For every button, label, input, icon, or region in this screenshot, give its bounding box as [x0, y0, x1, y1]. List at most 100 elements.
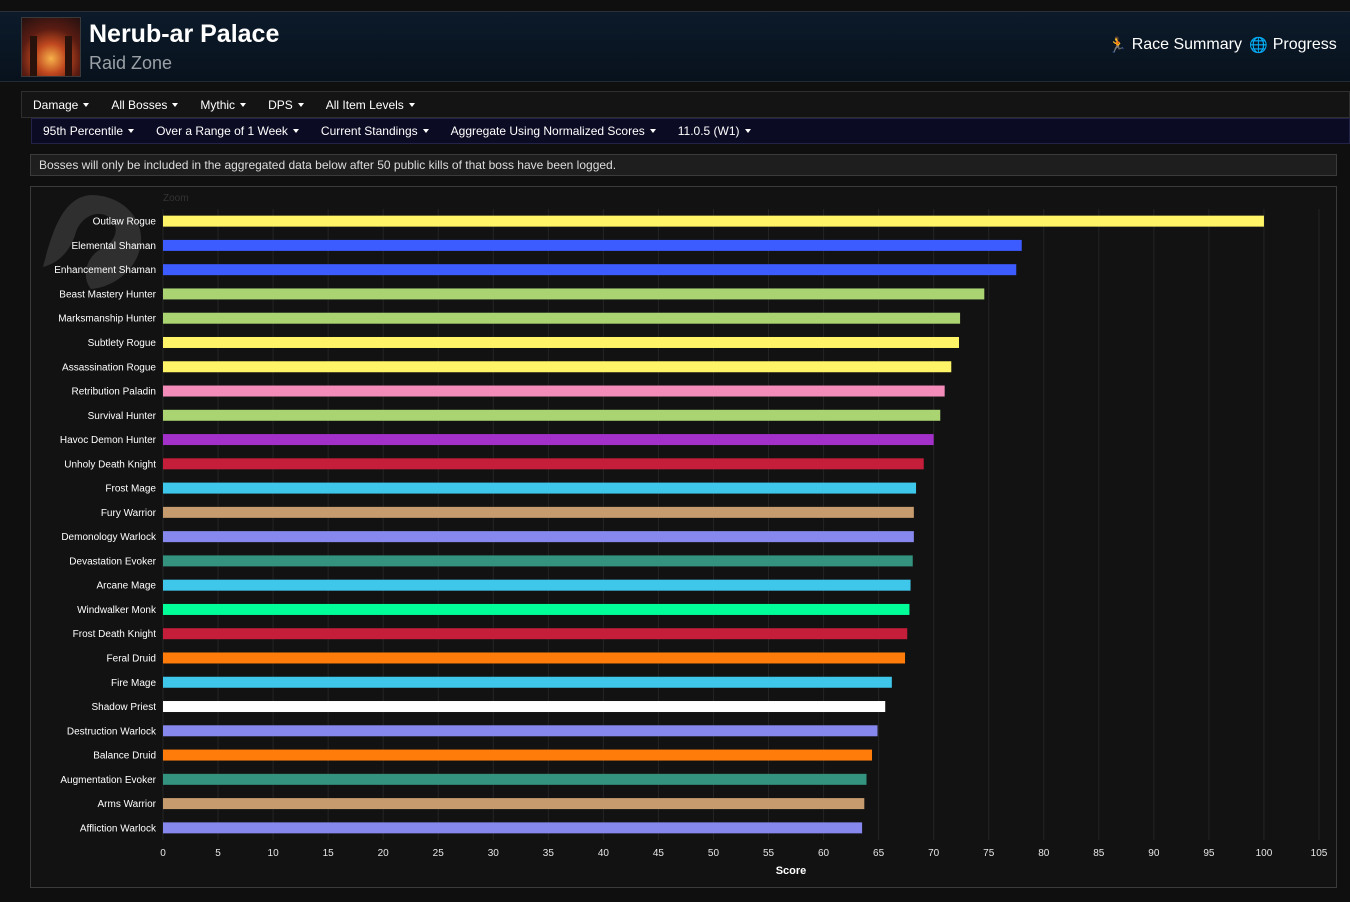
x-tick-label: 5	[215, 848, 221, 859]
bar	[163, 264, 1017, 276]
y-category-label: Unholy Death Knight	[64, 459, 156, 470]
y-category-label: Retribution Paladin	[72, 387, 157, 398]
bar	[163, 409, 941, 421]
x-tick-label: 100	[1256, 848, 1273, 859]
y-category-label: Subtlety Rogue	[88, 338, 157, 349]
y-category-label: Marksmanship Hunter	[58, 314, 156, 325]
secondary-filter-bar: 95th Percentile Over a Range of 1 Week C…	[31, 118, 1350, 144]
bar	[163, 749, 873, 761]
bar	[163, 822, 863, 834]
y-category-label: Windwalker Monk	[77, 605, 157, 616]
y-category-label: Survival Hunter	[88, 411, 157, 422]
x-axis-title: Score	[776, 865, 807, 877]
race-summary-link[interactable]: 🏃 Race Summary	[1108, 36, 1242, 54]
bar	[163, 458, 924, 470]
zoom-label[interactable]: Zoom	[163, 193, 189, 204]
bar	[163, 482, 917, 494]
y-category-label: Frost Mage	[105, 484, 156, 495]
x-tick-label: 60	[818, 848, 830, 859]
y-category-label: Affliction Warlock	[80, 823, 157, 834]
y-category-label: Fire Mage	[111, 678, 156, 689]
bar	[163, 385, 945, 397]
x-tick-label: 95	[1203, 848, 1215, 859]
item-level-dropdown[interactable]: All Item Levels	[326, 98, 415, 112]
y-category-label: Arcane Mage	[97, 581, 157, 592]
bar	[163, 579, 911, 591]
chart-panel: Zoom 0 5 10 15 20 25 30 35 40 45 50 55 60 65 70 75 80 85 9…	[30, 186, 1337, 888]
bar	[163, 798, 865, 810]
caret-down-icon	[422, 129, 429, 133]
metric-dropdown[interactable]: Damage	[33, 98, 90, 112]
x-tick-label: 10	[268, 848, 280, 859]
bar	[163, 336, 959, 348]
bar	[163, 555, 913, 567]
progress-label: Progress	[1272, 36, 1337, 53]
bar	[163, 603, 910, 615]
bar	[163, 652, 906, 664]
bar	[163, 628, 908, 640]
bar	[163, 215, 1264, 227]
boss-dropdown[interactable]: All Bosses	[111, 98, 179, 112]
score-bar-chart: Zoom 0 5 10 15 20 25 30 35 40 45 50 55 60 65 70 75 80 85 9…	[54, 193, 1328, 877]
zone-title: Nerub-ar Palace	[89, 20, 280, 48]
x-tick-label: 15	[323, 848, 335, 859]
x-tick-label: 45	[653, 848, 665, 859]
bar	[163, 701, 886, 713]
x-tick-label: 75	[983, 848, 995, 859]
caret-down-icon	[649, 129, 656, 133]
bar	[163, 531, 914, 543]
caret-down-icon	[408, 102, 415, 107]
y-category-label: Balance Druid	[93, 751, 156, 762]
caret-down-icon	[292, 129, 299, 133]
caret-down-icon	[240, 102, 247, 107]
caret-down-icon	[83, 102, 90, 107]
bar	[163, 288, 985, 300]
x-tick-label: 65	[873, 848, 885, 859]
bar	[163, 312, 961, 324]
y-category-label: Shadow Priest	[92, 702, 157, 713]
primary-filter-bar: Damage All Bosses Mythic DPS All Item Le…	[21, 91, 1350, 118]
bar	[163, 773, 867, 785]
y-category-label: Beast Mastery Hunter	[59, 289, 156, 300]
zone-icon	[21, 17, 81, 77]
role-dropdown[interactable]: DPS	[268, 98, 304, 112]
x-tick-label: 25	[433, 848, 445, 859]
standings-dropdown[interactable]: Current Standings	[321, 124, 429, 138]
zone-subtitle: Raid Zone	[89, 53, 173, 73]
x-tick-label: 35	[543, 848, 555, 859]
caret-down-icon	[297, 102, 304, 107]
y-category-label: Fury Warrior	[101, 508, 157, 519]
percentile-dropdown[interactable]: 95th Percentile	[43, 124, 135, 138]
bar	[163, 676, 892, 688]
bar	[163, 239, 1022, 251]
x-tick-label: 105	[1311, 848, 1328, 859]
top-divider	[0, 11, 1350, 12]
range-dropdown[interactable]: Over a Range of 1 Week	[156, 124, 299, 138]
progress-link[interactable]: 🌐 Progress	[1249, 36, 1337, 54]
y-category-label: Augmentation Evoker	[60, 775, 156, 786]
y-category-label: Elemental Shaman	[72, 241, 157, 252]
bar	[163, 725, 878, 737]
caret-down-icon	[744, 129, 751, 133]
bar	[163, 361, 952, 373]
x-tick-label: 70	[928, 848, 940, 859]
x-tick-label: 50	[708, 848, 720, 859]
zone-header: Nerub-ar Palace Raid Zone 🏃 Race Summary…	[0, 12, 1350, 82]
x-tick-label: 40	[598, 848, 610, 859]
y-category-label: Outlaw Rogue	[93, 217, 157, 228]
y-category-label: Frost Death Knight	[73, 629, 157, 640]
logo-watermark-icon	[43, 195, 142, 289]
difficulty-dropdown[interactable]: Mythic	[200, 98, 247, 112]
caret-down-icon	[128, 129, 135, 133]
x-tick-label: 55	[763, 848, 775, 859]
y-category-label: Enhancement Shaman	[54, 265, 156, 276]
x-tick-label: 0	[160, 848, 166, 859]
caret-down-icon	[172, 102, 179, 107]
runner-icon: 🏃	[1108, 37, 1127, 54]
y-category-label: Destruction Warlock	[67, 726, 157, 737]
y-category-label: Devastation Evoker	[69, 556, 156, 567]
y-category-label: Feral Druid	[107, 653, 156, 664]
aggregate-dropdown[interactable]: Aggregate Using Normalized Scores	[451, 124, 656, 138]
x-tick-label: 85	[1093, 848, 1105, 859]
patch-dropdown[interactable]: 11.0.5 (W1)	[678, 124, 751, 138]
